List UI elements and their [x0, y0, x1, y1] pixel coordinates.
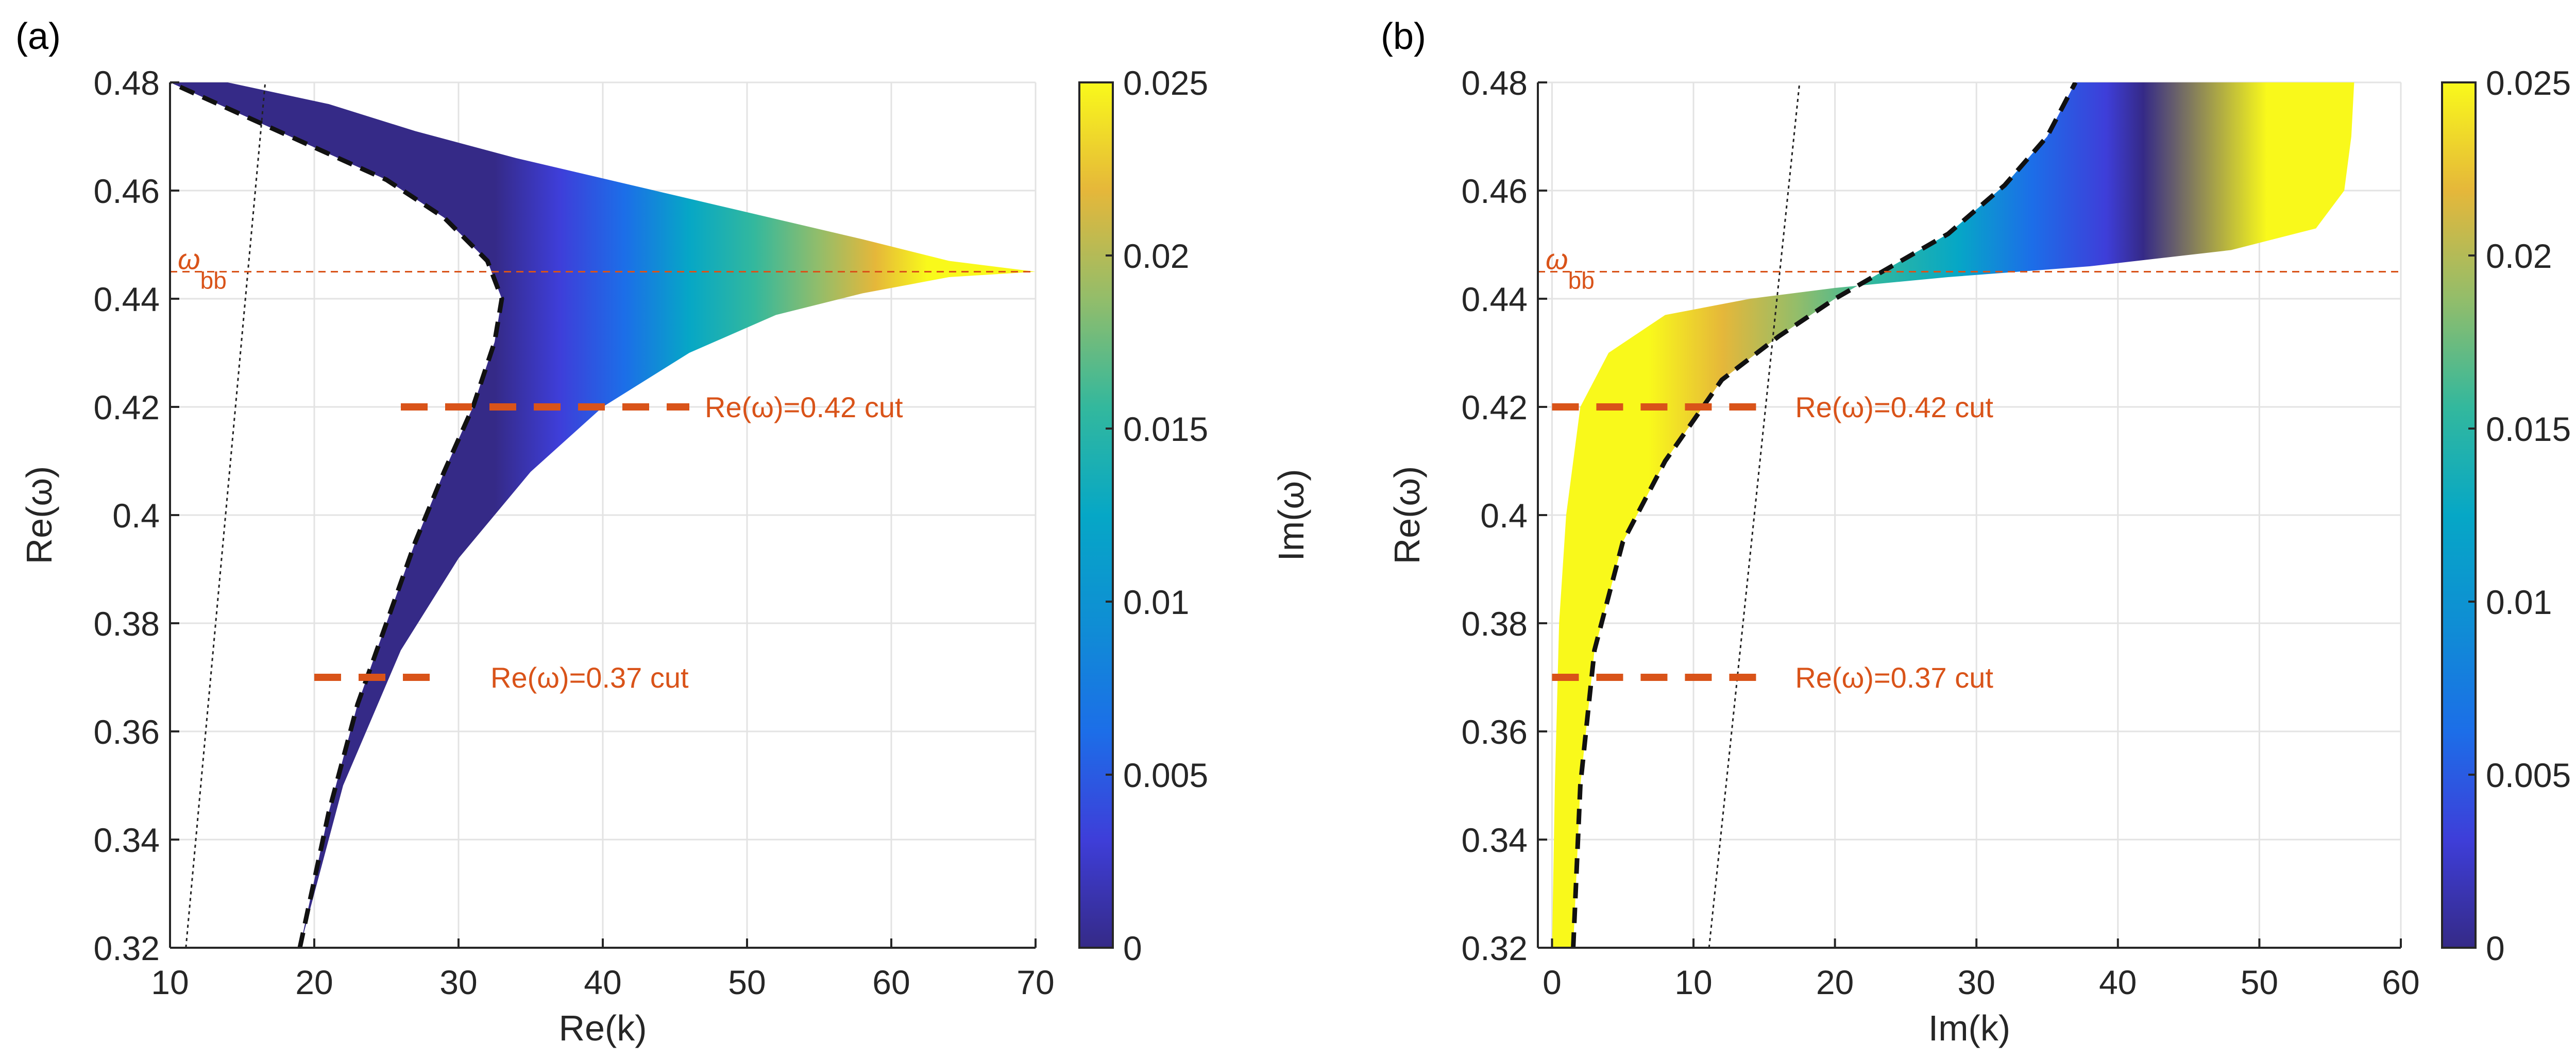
bb-label-symbol: ω — [178, 243, 200, 276]
y-tick-label: 0.48 — [1462, 64, 1528, 102]
colorbar-tick-label: 0.005 — [1123, 756, 1208, 794]
y-tick-label: 0.36 — [94, 713, 160, 751]
colorbar-tick-label: 0.02 — [2486, 237, 2552, 275]
y-tick-label: 0.34 — [94, 821, 160, 859]
colorbar-tick-label: 0.01 — [1123, 583, 1189, 621]
y-tick-label: 0.32 — [1462, 929, 1528, 967]
y-axis-title: Re(ω) — [19, 466, 59, 565]
colorbar-tick-label: 0.02 — [1123, 237, 1189, 275]
cut-label: Re(ω)=0.37 cut — [490, 661, 689, 694]
bb-label-subscript: bb — [1568, 267, 1595, 294]
panel-label: (a) — [15, 16, 61, 57]
colorbar-tick-label: 0.025 — [2486, 64, 2571, 102]
y-tick-label: 0.34 — [1462, 821, 1528, 859]
colorbar — [2441, 81, 2477, 949]
colorbar — [1078, 81, 1114, 949]
colorbar-tick-label: 0.015 — [1123, 410, 1208, 448]
im-zero-edge — [1571, 82, 2078, 948]
panel-b: (b) ωbb Re(ω)=0.42 cut Re(ω)=0.37 cut 0 10 20 3… — [1381, 16, 2571, 1048]
x-axis-title: Im(k) — [1928, 1008, 2010, 1048]
x-tick-label: 30 — [439, 963, 477, 1001]
bb-label-symbol: ω — [1546, 243, 1568, 276]
y-tick-label: 0.4 — [1480, 497, 1528, 535]
x-tick-label: 50 — [728, 963, 766, 1001]
y-tick-label: 0.48 — [94, 64, 160, 102]
y-axis-title: Re(ω) — [1387, 466, 1427, 565]
bb-label: ωbb — [1546, 243, 1595, 294]
x-tick-label: 70 — [1016, 963, 1054, 1001]
light-line — [185, 82, 266, 948]
panel-label: (b) — [1381, 16, 1426, 57]
colorbar-tick-label: 0 — [1123, 929, 1142, 967]
y-tick-label: 0.46 — [1462, 172, 1528, 210]
colorbar-tick-label: 0 — [2486, 929, 2505, 967]
band-area — [170, 82, 1036, 948]
x-tick-label: 10 — [1674, 963, 1712, 1001]
y-tick-label: 0.42 — [94, 388, 160, 426]
x-tick-label: 30 — [1958, 963, 1995, 1001]
y-tick-label: 0.36 — [1462, 713, 1528, 751]
y-tick-label: 0.42 — [1462, 388, 1528, 426]
colorbar-tick-label: 0.01 — [2486, 583, 2552, 621]
cut-label: Re(ω)=0.37 cut — [1795, 661, 1993, 694]
x-tick-label: 60 — [2382, 963, 2419, 1001]
y-tick-label: 0.44 — [94, 280, 160, 318]
x-tick-label: 60 — [872, 963, 910, 1001]
cut-label: Re(ω)=0.42 cut — [705, 391, 903, 423]
y-tick-label: 0.44 — [1462, 280, 1528, 318]
x-axis-title: Re(k) — [558, 1008, 647, 1048]
y-tick-label: 0.38 — [94, 605, 160, 643]
x-tick-label: 40 — [584, 963, 621, 1001]
x-tick-label: 40 — [2099, 963, 2137, 1001]
x-tick-label: 20 — [1816, 963, 1854, 1001]
bb-label: ωbb — [178, 243, 227, 294]
y-tick-label: 0.4 — [112, 497, 160, 535]
bb-label-subscript: bb — [200, 267, 227, 294]
colorbar-tick-label: 0.015 — [2486, 410, 2571, 448]
x-tick-label: 20 — [295, 963, 333, 1001]
y-tick-label: 0.38 — [1462, 605, 1528, 643]
colorbar-title: Im(ω) — [1271, 469, 1311, 561]
panel-a: (a) ωbb Re(ω)=0.42 cut Re(ω)=0.37 cut 10 20 30… — [15, 16, 1311, 1048]
x-tick-label: 10 — [151, 963, 189, 1001]
light-line — [1708, 82, 1801, 948]
y-tick-label: 0.46 — [94, 172, 160, 210]
x-tick-label: 50 — [2241, 963, 2278, 1001]
band-area — [1552, 82, 2354, 948]
colorbar-tick-label: 0.005 — [2486, 756, 2571, 794]
colorbar-tick-label: 0.025 — [1123, 64, 1208, 102]
y-tick-label: 0.32 — [94, 929, 160, 967]
cut-label: Re(ω)=0.42 cut — [1795, 391, 1993, 423]
x-tick-label: 0 — [1543, 963, 1562, 1001]
